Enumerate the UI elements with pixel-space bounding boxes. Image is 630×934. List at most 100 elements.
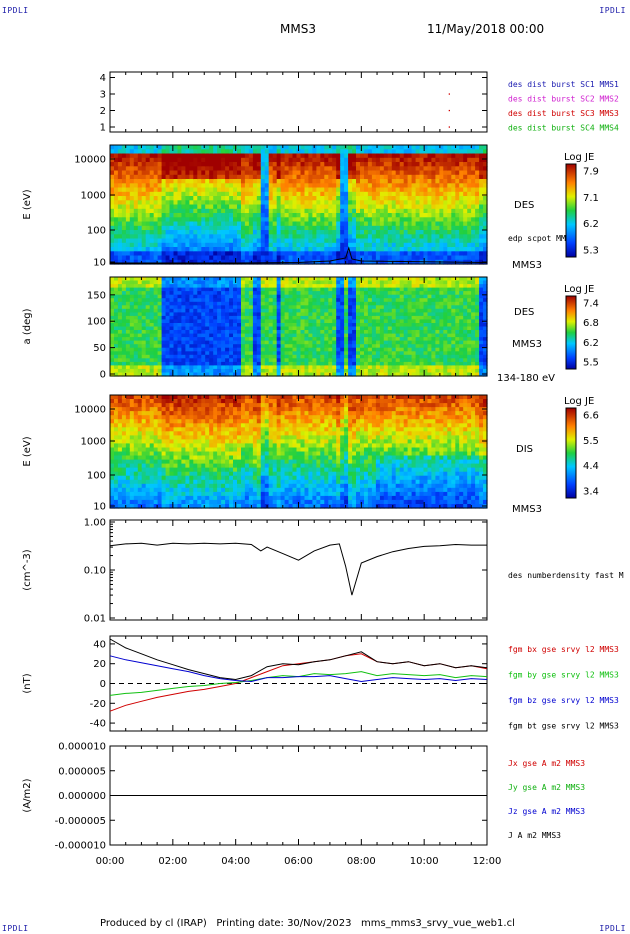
heatmap-cell bbox=[205, 312, 210, 317]
heatmap-cell bbox=[379, 183, 385, 189]
heatmap-cell bbox=[308, 354, 313, 359]
heatmap-cell bbox=[455, 255, 460, 261]
heatmap-cell bbox=[264, 340, 270, 345]
heatmap-cell bbox=[241, 298, 246, 303]
heatmap-cell bbox=[110, 298, 115, 303]
heatmap-cell bbox=[129, 315, 135, 320]
heatmap-cell bbox=[260, 291, 266, 296]
heatmap-cell bbox=[125, 287, 131, 292]
heatmap-cell bbox=[360, 162, 365, 167]
heatmap-cell bbox=[451, 187, 456, 193]
heatmap-cell bbox=[336, 196, 341, 201]
heatmap-cell bbox=[411, 179, 417, 184]
heatmap-cell bbox=[256, 162, 262, 167]
heatmap-cell bbox=[348, 187, 353, 193]
heatmap-cell bbox=[260, 234, 266, 240]
heatmap-cell bbox=[217, 200, 222, 206]
heatmap-cell bbox=[320, 204, 325, 210]
heatmap-cell bbox=[399, 234, 405, 240]
heatmap-cell bbox=[387, 358, 393, 363]
heatmap-cell bbox=[439, 242, 444, 248]
heatmap-cell bbox=[427, 153, 433, 159]
heatmap-cell bbox=[391, 294, 397, 299]
heatmap-cell bbox=[114, 305, 119, 310]
heatmap-cell bbox=[149, 291, 155, 296]
heatmap-cell bbox=[237, 238, 242, 244]
heatmap-cell bbox=[121, 145, 127, 150]
heatmap-cell bbox=[129, 372, 135, 377]
heatmap-cell bbox=[463, 183, 468, 189]
heatmap-cell bbox=[133, 333, 139, 338]
heatmap-cell bbox=[395, 196, 401, 201]
heatmap-cell bbox=[292, 179, 298, 184]
heatmap-cell bbox=[260, 308, 266, 313]
heatmap-cell bbox=[415, 330, 421, 335]
heatmap-cell bbox=[292, 323, 298, 328]
heatmap-cell bbox=[300, 294, 306, 299]
heatmap-cell bbox=[308, 238, 313, 244]
heatmap-cell bbox=[213, 145, 218, 150]
heatmap-cell bbox=[141, 340, 147, 345]
heatmap-cell bbox=[177, 157, 183, 163]
heatmap-cell bbox=[407, 187, 413, 193]
heatmap-cell bbox=[288, 351, 294, 356]
heatmap-cell bbox=[161, 315, 167, 320]
heatmap-cell bbox=[225, 153, 230, 159]
heatmap-cell bbox=[213, 284, 218, 289]
heatmap-cell bbox=[304, 247, 310, 252]
heatmap-cell bbox=[149, 354, 155, 359]
heatmap-cell bbox=[268, 347, 274, 352]
heatmap-cell bbox=[173, 312, 179, 317]
heatmap-cell bbox=[391, 358, 397, 363]
heatmap-cell bbox=[260, 330, 266, 335]
heatmap-cell bbox=[165, 358, 171, 363]
heatmap-cell bbox=[244, 213, 250, 218]
heatmap-cell bbox=[177, 298, 183, 303]
heatmap-cell bbox=[213, 204, 218, 210]
heatmap-cell bbox=[387, 291, 393, 296]
heatmap-cell bbox=[367, 204, 373, 210]
heatmap-cell bbox=[407, 333, 413, 338]
heatmap-cell bbox=[205, 157, 210, 163]
heatmap-cell bbox=[403, 351, 409, 356]
heatmap-cell bbox=[316, 330, 321, 335]
heatmap-cell bbox=[217, 174, 222, 180]
heatmap-cell bbox=[260, 162, 266, 167]
heatmap-cell bbox=[379, 361, 385, 366]
heatmap-cell bbox=[165, 301, 171, 306]
heatmap-cell bbox=[252, 225, 258, 231]
heatmap-cell bbox=[356, 225, 361, 231]
heatmap-cell bbox=[364, 221, 369, 227]
heatmap-cell bbox=[455, 230, 460, 235]
heatmap-cell bbox=[205, 319, 210, 324]
heatmap-cell bbox=[352, 287, 357, 292]
heatmap-cell bbox=[415, 183, 421, 189]
heatmap-cell bbox=[344, 333, 349, 338]
heatmap-cell bbox=[320, 326, 325, 331]
heatmap-cell bbox=[340, 298, 345, 303]
heatmap-cell bbox=[137, 166, 143, 172]
heatmap-cell bbox=[356, 365, 361, 370]
heatmap-cell bbox=[193, 368, 198, 373]
heatmap-cell bbox=[241, 162, 246, 167]
heatmap-cell bbox=[356, 208, 361, 214]
heatmap-cell bbox=[356, 242, 361, 248]
heatmap-cell bbox=[348, 312, 353, 317]
heatmap-cell bbox=[114, 213, 119, 218]
heatmap-cell bbox=[125, 354, 131, 359]
heatmap-cell bbox=[209, 238, 214, 244]
heatmap-cell bbox=[205, 153, 210, 159]
heatmap-cell bbox=[356, 166, 361, 172]
heatmap-cell bbox=[371, 361, 377, 366]
heatmap-cell bbox=[233, 183, 238, 189]
heatmap-cell bbox=[272, 358, 278, 363]
heatmap-cell bbox=[189, 217, 194, 223]
heatmap-cell bbox=[328, 368, 333, 373]
heatmap-cell bbox=[233, 149, 238, 155]
heatmap-cell bbox=[177, 200, 183, 206]
heatmap-cell bbox=[141, 368, 147, 373]
heatmap-cell bbox=[344, 323, 349, 328]
heatmap-cell bbox=[272, 234, 278, 240]
heatmap-cell bbox=[340, 225, 345, 231]
heatmap-cell bbox=[419, 149, 425, 155]
